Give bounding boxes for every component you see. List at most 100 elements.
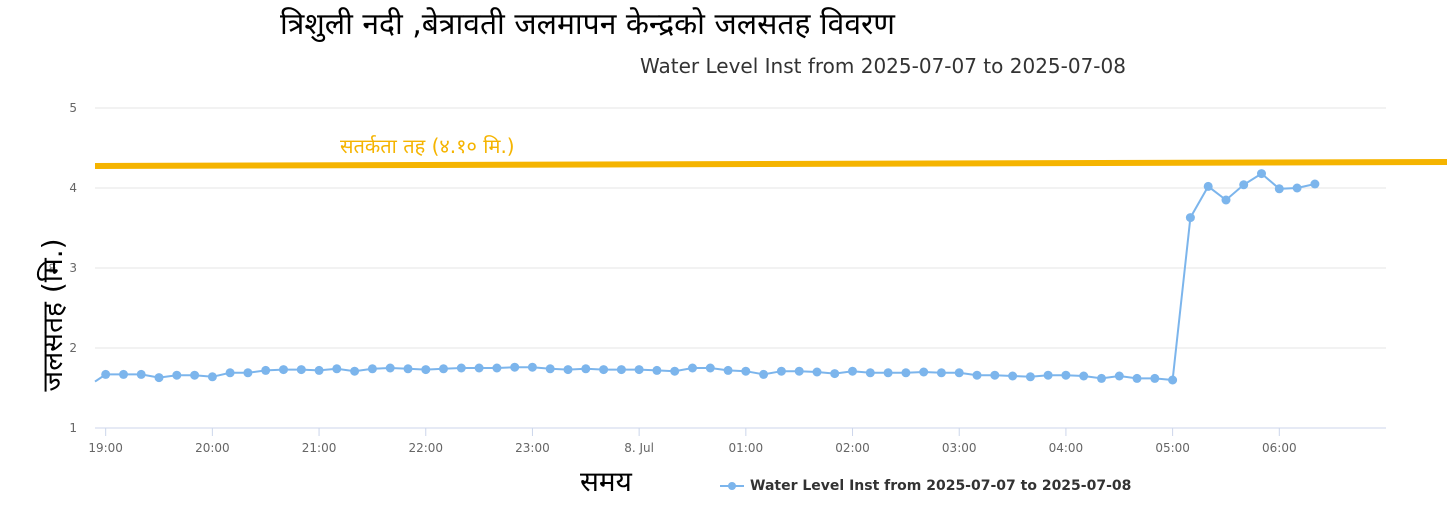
data-point [1203,181,1213,191]
data-point [812,367,822,377]
x-tick-label: 03:00 [942,441,977,455]
data-point [670,366,680,376]
legend-series-icon [720,482,744,490]
data-point [972,370,982,380]
x-tick-label: 02:00 [835,441,870,455]
data-point [776,366,786,376]
y-tick-label: 3 [69,261,77,275]
data-point [279,365,288,375]
legend[interactable]: Water Level Inst from 2025-07-07 to 2025… [720,478,1131,494]
data-point [1168,375,1178,385]
data-point [1079,371,1089,381]
warning-level-line [94,159,1448,169]
data-point [883,368,893,378]
x-tick-label: 05:00 [1155,441,1190,455]
data-point [439,364,448,374]
y-tick-label: 1 [69,421,77,435]
series-water-level [94,169,1320,385]
data-point [705,363,715,373]
data-point [901,368,911,378]
data-point [1274,184,1284,194]
data-point [296,365,306,375]
data-point [545,364,555,374]
data-point [1025,372,1035,382]
data-point [830,369,840,379]
data-point [652,365,662,375]
data-point [190,370,200,380]
y-axis-label-hindi: जलसतह (मि.) [36,238,69,392]
data-point [990,370,1000,380]
data-point [154,373,164,383]
x-tick-label: 20:00 [195,441,230,455]
data-point [1114,371,1124,381]
data-point [314,365,324,375]
data-point [385,363,395,373]
data-point [456,363,466,373]
data-point [634,365,644,375]
y-tick-label: 4 [69,181,77,195]
data-point [367,364,377,374]
x-tick-label: 01:00 [729,441,764,455]
grid-lines [95,107,1386,349]
data-point [350,366,360,376]
data-point [759,369,769,379]
x-tick-label: 06:00 [1262,441,1297,455]
data-point [1239,180,1249,190]
data-point [172,370,182,380]
x-tick-label: 21:00 [302,441,337,455]
x-tick-label: 22:00 [408,441,443,455]
data-point [1257,169,1266,179]
data-point [527,362,537,372]
x-tick-label: 8. Jul [624,441,654,455]
data-point [723,365,733,375]
series-line [94,172,1316,383]
data-point [510,362,520,372]
data-point [616,365,626,375]
data-point [261,365,271,375]
x-tick-label: 04:00 [1049,441,1084,455]
data-point [492,363,502,373]
data-point [688,363,697,373]
data-point [741,366,751,376]
data-point [865,368,875,378]
data-point [243,368,253,378]
chart-title: Water Level Inst from 2025-07-07 to 2025… [640,54,1126,78]
data-point [1310,179,1320,189]
data-point [421,365,431,375]
data-point [1097,373,1106,383]
data-point [919,367,929,377]
data-point [1043,370,1053,380]
data-point [848,366,857,376]
data-point [1150,373,1160,383]
x-axis-ticks: 19:00 20:00 21:00 22:00 23:00 8. Jul 01:00 02:0… [88,428,1297,455]
data-point [119,369,128,379]
data-point [1292,183,1302,193]
data-point [1185,213,1195,223]
data-point [954,368,964,378]
x-axis-label-hindi: समय [580,465,632,498]
data-point [1132,373,1142,383]
page-title-hindi: त्रिशुली नदी ,बेत्रावती जलमापन केन्द्रको… [280,7,896,42]
data-point [1061,370,1071,380]
data-point [474,363,484,373]
data-point [1221,195,1231,205]
data-point [794,366,804,376]
data-point [581,364,591,374]
data-point [1008,371,1018,381]
data-point [403,364,413,374]
x-tick-label: 19:00 [88,441,123,455]
data-point [136,369,146,379]
data-point [207,372,217,382]
y-tick-label: 2 [69,341,77,355]
y-tick-label: 5 [69,101,77,115]
x-tick-label: 23:00 [515,441,550,455]
data-point [599,365,609,375]
data-point [936,368,946,378]
warning-level-label: सतर्कता तह (४.१० मि.) [340,134,515,158]
legend-label: Water Level Inst from 2025-07-07 to 2025… [750,478,1132,494]
data-point [563,365,573,375]
data-point [332,364,342,374]
data-point [225,368,235,378]
data-point [101,369,111,379]
